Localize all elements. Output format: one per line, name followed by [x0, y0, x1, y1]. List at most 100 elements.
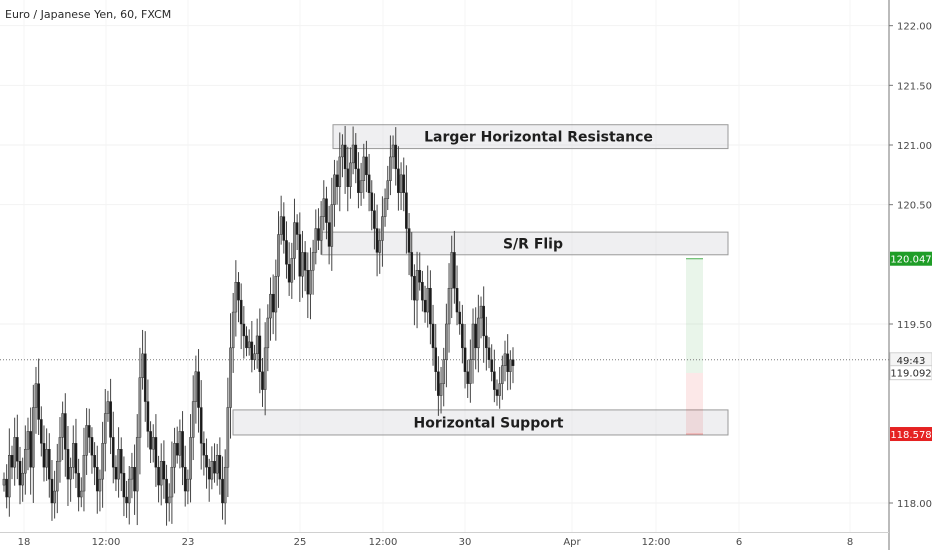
- time-tick-label: 12:00: [92, 537, 121, 548]
- time-tick-label: 18: [18, 537, 31, 548]
- candle-body: [189, 437, 192, 480]
- time-tick-label: 25: [294, 537, 307, 548]
- candle-body: [181, 431, 184, 468]
- chart-title: Euro / Japanese Yen, 60, FXCM: [5, 8, 171, 21]
- candle-body: [341, 144, 344, 158]
- candle-body: [431, 323, 435, 349]
- time-axis[interactable]: 18 12:00 23 25 12:00 30 Apr 12:00 6 8: [18, 537, 854, 548]
- candle-body: [95, 466, 99, 492]
- candle-body: [154, 437, 158, 468]
- candle-body: [207, 466, 211, 480]
- time-tick-label: 12:00: [642, 537, 671, 548]
- candle-body: [421, 282, 424, 301]
- price-tag-box: [890, 251, 932, 266]
- candle-body: [415, 270, 419, 301]
- candle-body: [399, 174, 403, 193]
- candle-body: [266, 317, 270, 349]
- candle-body: [394, 144, 398, 170]
- candle-body: [383, 198, 387, 217]
- candle-body: [271, 293, 275, 313]
- candle-body: [442, 359, 446, 384]
- candle-body: [253, 353, 256, 360]
- candle-body: [367, 174, 371, 193]
- candle-body: [485, 335, 488, 349]
- candle-body: [10, 455, 14, 468]
- price-tick-label: 121.500: [897, 81, 932, 92]
- candle-body: [175, 443, 179, 456]
- price-tick-label: 118.000: [897, 499, 932, 510]
- candle-body: [261, 371, 264, 390]
- candle-body: [122, 472, 126, 498]
- candle-body: [183, 466, 187, 492]
- candle-body: [498, 383, 501, 396]
- candle-body: [63, 413, 67, 450]
- candle-body: [151, 437, 155, 450]
- price-tick-label: 121.000: [897, 141, 932, 152]
- time-tick-label: 6: [736, 537, 742, 548]
- zone-label: Larger Horizontal Resistance: [424, 130, 653, 146]
- candle-body: [351, 144, 355, 164]
- candle-body: [290, 258, 294, 283]
- candle-body: [402, 174, 406, 193]
- candle-body: [79, 490, 83, 498]
- candle-body: [85, 425, 88, 456]
- target-zone: [686, 258, 703, 373]
- candle-body: [5, 478, 8, 498]
- candle-body: [226, 407, 230, 468]
- candle-body: [490, 359, 493, 372]
- candle-body: [506, 353, 509, 372]
- candle-body: [301, 252, 304, 277]
- candle-body: [319, 216, 323, 241]
- candle-body: [287, 264, 291, 283]
- candle-body: [61, 413, 64, 438]
- candle-body: [239, 299, 243, 325]
- candle-body: [21, 472, 24, 486]
- candle-body: [311, 252, 315, 271]
- candle-body: [93, 455, 96, 468]
- candle-body: [293, 222, 296, 259]
- candle-body: [461, 323, 464, 349]
- candle-body: [343, 144, 347, 170]
- candle-body: [13, 437, 16, 468]
- candle-body: [357, 168, 360, 193]
- candle-body: [306, 270, 310, 295]
- candle-body: [119, 449, 123, 474]
- time-tick-label: Apr: [563, 537, 581, 548]
- candle-body: [53, 490, 56, 504]
- candle-body: [162, 461, 166, 480]
- candle-body: [335, 174, 339, 187]
- candle-body: [330, 204, 334, 247]
- candle-body: [90, 437, 94, 456]
- candle-body: [34, 383, 38, 408]
- candle-body: [327, 222, 331, 247]
- candle-body: [40, 419, 43, 444]
- zone-box: [232, 409, 729, 436]
- candle-body: [106, 401, 110, 414]
- candle-body: [103, 413, 107, 444]
- candle-body: [373, 210, 376, 229]
- price-tags: 120.047 49:43 119.092 118.578: [889, 251, 932, 442]
- candle-body: [69, 466, 72, 480]
- candle-body: [223, 466, 227, 504]
- candle-body: [55, 461, 59, 492]
- candle-body: [167, 496, 171, 504]
- candle-body: [255, 335, 259, 355]
- price-axis[interactable]: 122.000 121.500 121.000 120.500 119.500 118.0…: [889, 22, 932, 510]
- candle-body: [269, 293, 272, 319]
- candle-body: [482, 305, 485, 337]
- candle-body: [378, 240, 382, 253]
- candle-body: [234, 282, 238, 313]
- candle-body: [314, 228, 318, 253]
- candle-body: [325, 198, 328, 223]
- candle-body: [277, 234, 280, 277]
- candle-body: [133, 466, 136, 492]
- candle-body: [87, 425, 91, 438]
- candle-body: [202, 443, 206, 456]
- candle-body: [282, 216, 286, 241]
- zone-label: S/R Flip: [503, 236, 563, 252]
- candle-body: [317, 228, 320, 241]
- candle-body: [8, 455, 11, 498]
- candle-body: [445, 323, 448, 360]
- candle-body: [143, 353, 147, 402]
